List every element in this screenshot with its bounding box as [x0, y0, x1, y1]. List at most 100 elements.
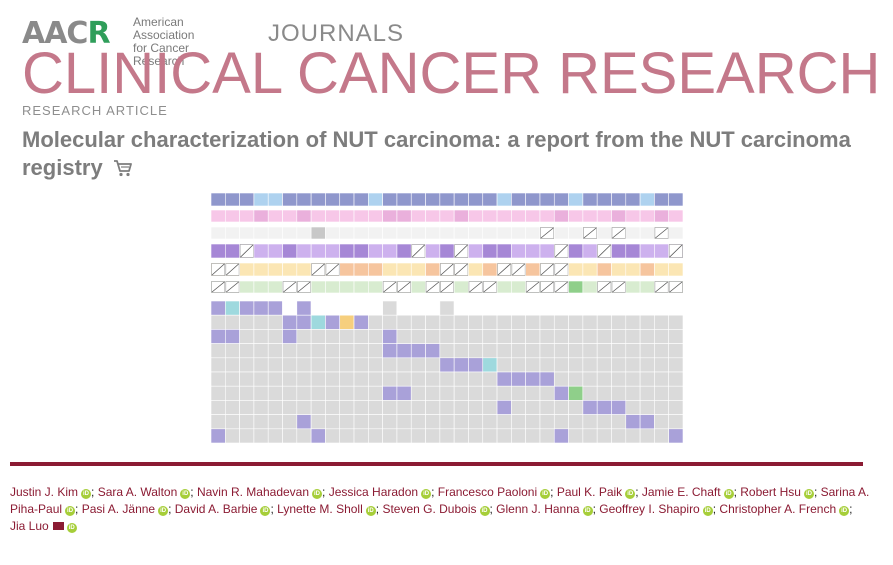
- oncoprint-cell: [310, 400, 326, 415]
- annotation-cell: [396, 193, 412, 207]
- annotation-cell: [525, 193, 541, 207]
- oncoprint-cell: [611, 343, 627, 359]
- author-link[interactable]: Sarina A. Piha-Paul: [10, 485, 870, 516]
- orcid-icon[interactable]: iD: [66, 523, 77, 533]
- orcid-icon[interactable]: iD: [180, 489, 191, 499]
- oncoprint-cell: [396, 414, 412, 430]
- na-slash: [211, 281, 225, 293]
- na-slash: [655, 281, 668, 293]
- author-link[interactable]: Navin R. Mahadevan: [196, 485, 310, 499]
- shopping-cart-icon[interactable]: [113, 157, 133, 185]
- author-separator: ;: [550, 485, 557, 499]
- oncoprint-cell: [382, 329, 398, 344]
- author-link[interactable]: Jessica Haradon: [328, 485, 419, 499]
- oncoprint-cell: [410, 414, 426, 430]
- oncoprint-cell: [225, 385, 240, 401]
- author-link[interactable]: Paul K. Paik: [556, 485, 623, 499]
- annotation-cell: [396, 226, 412, 240]
- author-list: Justin J. Kim iD; Sara A. Walton iD; Navin…: [10, 484, 870, 535]
- author-link[interactable]: Steven G. Dubois: [382, 502, 477, 516]
- oncoprint-cell: [267, 343, 283, 359]
- orcid-icon[interactable]: iD: [702, 506, 713, 516]
- author-link[interactable]: Justin J. Kim: [10, 485, 79, 499]
- aacr-logo-mark: AACR: [22, 16, 111, 51]
- na-slash: [669, 244, 683, 258]
- oncoprint-cell: [211, 343, 226, 359]
- author-link[interactable]: Robert Hsu: [740, 485, 801, 499]
- email-icon[interactable]: [52, 522, 64, 530]
- oncoprint-cell: [511, 357, 526, 373]
- author-link[interactable]: Lynette M. Sholl: [277, 502, 363, 516]
- oncoprint-cell: [439, 357, 455, 373]
- orcid-icon[interactable]: iD: [81, 489, 92, 499]
- oncoprint-cell: [596, 428, 612, 443]
- oncoprint-cell: [525, 329, 541, 344]
- journal-title[interactable]: CLINICAL CANCER RESEARCH: [22, 41, 881, 106]
- orcid-icon[interactable]: iD: [479, 506, 490, 516]
- oncoprint-cell: [325, 400, 341, 415]
- annotation-cell: [353, 262, 369, 277]
- author-separator: ;: [489, 502, 497, 516]
- annotation-cell: [353, 226, 369, 240]
- oncoprint-cell: [511, 343, 526, 359]
- annotation-cell: [339, 193, 355, 207]
- orcid-icon[interactable]: iD: [723, 489, 734, 499]
- annotation-cell: [525, 226, 541, 240]
- na-slash: [326, 263, 339, 276]
- orcid-icon[interactable]: iD: [582, 506, 593, 516]
- oncoprint-cell: [654, 329, 669, 344]
- orcid-icon[interactable]: iD: [540, 489, 551, 499]
- annotation-cell: [211, 243, 226, 259]
- orcid-icon[interactable]: iD: [625, 489, 636, 499]
- oncoprint-cell: [582, 428, 598, 443]
- annotation-cell: [654, 193, 669, 207]
- oncoprint-cell: [425, 385, 441, 401]
- oncoprint-cell: [511, 371, 526, 387]
- author-separator: ;: [712, 502, 720, 516]
- author-link[interactable]: Pasi A. Jänne: [81, 502, 156, 516]
- annotation-cell: [253, 262, 269, 277]
- oncoprint-cell: [267, 428, 283, 443]
- organization-name: American Association for Cancer Research: [133, 16, 194, 68]
- orcid-icon[interactable]: iD: [803, 489, 814, 499]
- oncoprint-cell: [639, 385, 655, 401]
- oncoprint-cell: [439, 414, 455, 430]
- oncoprint-cell: [339, 400, 355, 415]
- oncoprint-cell: [339, 385, 355, 401]
- author-link[interactable]: Jamie E. Chaft: [641, 485, 721, 499]
- orcid-icon[interactable]: iD: [65, 506, 76, 516]
- oncoprint-cell: [310, 357, 326, 373]
- author-link[interactable]: David A. Barbie: [174, 502, 258, 516]
- annotation-cell: [611, 243, 627, 259]
- annotation-cell: [310, 209, 326, 223]
- author-link[interactable]: Christopher A. French: [719, 502, 837, 516]
- author-link[interactable]: Sara A. Walton: [97, 485, 178, 499]
- orcid-icon[interactable]: iD: [312, 489, 323, 499]
- oncoprint-cell: [596, 371, 612, 387]
- author-link[interactable]: Glenn J. Hanna: [496, 502, 580, 516]
- orcid-icon[interactable]: iD: [158, 506, 169, 516]
- oncoprint-cell: [654, 371, 669, 387]
- author-link[interactable]: Francesco Paoloni: [437, 485, 538, 499]
- oncoprint-cell: [496, 343, 512, 359]
- oncoprint-cell: [639, 300, 655, 316]
- na-slash: [554, 244, 568, 258]
- oncoprint-cell: [525, 300, 541, 316]
- oncoprint-cell: [211, 314, 226, 330]
- author-link[interactable]: Geoffrey I. Shapiro: [599, 502, 700, 516]
- annotation-cell: [482, 243, 498, 259]
- orcid-icon[interactable]: iD: [260, 506, 271, 516]
- orcid-icon[interactable]: iD: [839, 506, 850, 516]
- annotation-cell: [368, 262, 383, 277]
- oncoprint-cell: [468, 371, 484, 387]
- oncoprint-figure[interactable]: [211, 193, 683, 443]
- annotation-cell: [625, 209, 641, 223]
- oncoprint-cell: [525, 400, 541, 415]
- author-link[interactable]: Jia Luo: [10, 519, 49, 533]
- oncoprint-cell: [468, 400, 484, 415]
- oncoprint-cell: [482, 329, 498, 344]
- oncoprint-cell: [625, 343, 641, 359]
- orcid-icon[interactable]: iD: [365, 506, 376, 516]
- orcid-icon[interactable]: iD: [421, 489, 432, 499]
- annotation-cell: [496, 193, 512, 207]
